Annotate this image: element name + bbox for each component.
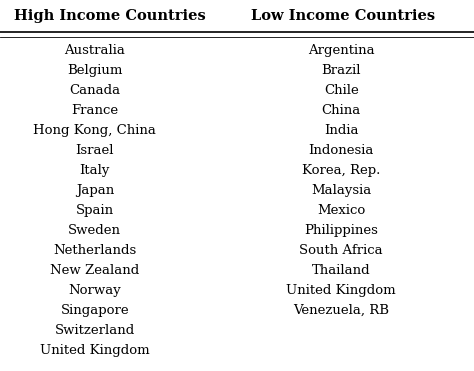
Text: Korea, Rep.: Korea, Rep. xyxy=(302,164,381,177)
Text: New Zealand: New Zealand xyxy=(50,264,139,277)
Text: South Africa: South Africa xyxy=(300,244,383,257)
Text: Australia: Australia xyxy=(64,44,125,57)
Text: Canada: Canada xyxy=(69,84,120,97)
Text: Israel: Israel xyxy=(75,144,114,157)
Text: Italy: Italy xyxy=(80,164,110,177)
Text: Chile: Chile xyxy=(324,84,359,97)
Text: China: China xyxy=(322,104,361,117)
Text: Sweden: Sweden xyxy=(68,224,121,237)
Text: Brazil: Brazil xyxy=(321,64,361,77)
Text: United Kingdom: United Kingdom xyxy=(40,344,150,357)
Text: Thailand: Thailand xyxy=(312,264,371,277)
Text: Singapore: Singapore xyxy=(61,303,129,316)
Text: United Kingdom: United Kingdom xyxy=(286,283,396,297)
Text: High Income Countries: High Income Countries xyxy=(14,9,206,23)
Text: Philippines: Philippines xyxy=(304,224,378,237)
Text: France: France xyxy=(71,104,118,117)
Text: India: India xyxy=(324,124,358,137)
Text: Argentina: Argentina xyxy=(308,44,374,57)
Text: Malaysia: Malaysia xyxy=(311,184,372,197)
Text: Netherlands: Netherlands xyxy=(53,244,137,257)
Text: Switzerland: Switzerland xyxy=(55,324,135,336)
Text: Spain: Spain xyxy=(76,204,114,217)
Text: Belgium: Belgium xyxy=(67,64,122,77)
Text: Hong Kong, China: Hong Kong, China xyxy=(33,124,156,137)
Text: Mexico: Mexico xyxy=(317,204,365,217)
Text: Venezuela, RB: Venezuela, RB xyxy=(293,303,389,316)
Text: Norway: Norway xyxy=(68,283,121,297)
Text: Low Income Countries: Low Income Countries xyxy=(251,9,435,23)
Text: Japan: Japan xyxy=(76,184,114,197)
Text: Indonesia: Indonesia xyxy=(309,144,374,157)
